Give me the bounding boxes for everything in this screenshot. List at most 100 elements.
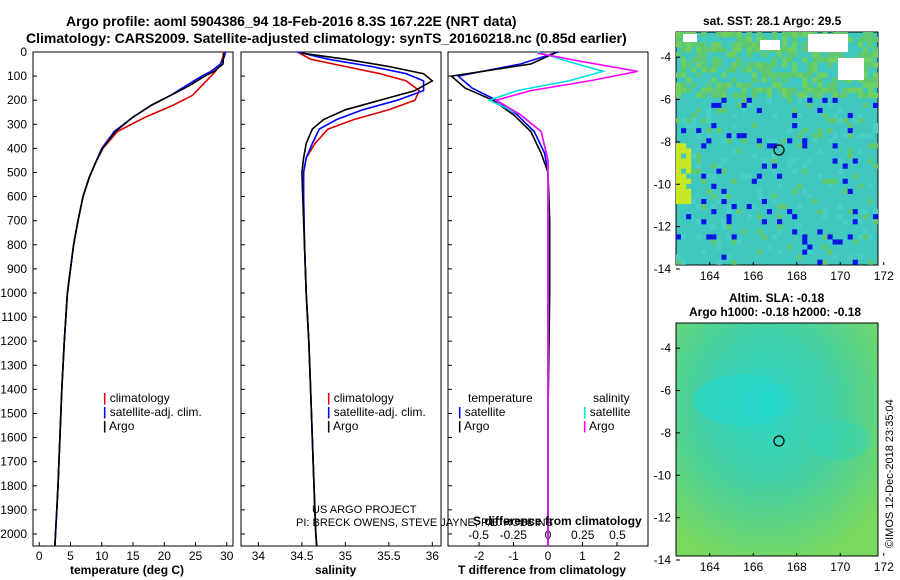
temp-legend-climatology: | climatology xyxy=(103,391,170,405)
sst-pixel xyxy=(736,42,742,48)
sst-pixel xyxy=(792,168,798,174)
sst-pixel xyxy=(686,87,692,93)
sst-pixel xyxy=(847,254,853,260)
map-lat-label: -6 xyxy=(660,93,671,107)
depth-tick-label: 0 xyxy=(20,45,27,59)
sst-pixel xyxy=(756,249,762,255)
sst-pixel xyxy=(761,87,767,93)
sst-pixel xyxy=(817,128,823,134)
sst-pixel xyxy=(827,102,833,108)
x-tick-label: 1 xyxy=(579,549,586,563)
sst-pixel xyxy=(827,52,833,58)
sst-pixel xyxy=(787,209,793,215)
sst-pixel xyxy=(867,62,873,68)
sst-pixel xyxy=(817,87,823,93)
sst-pixel xyxy=(777,249,783,255)
sst-pixel xyxy=(751,87,757,93)
sst-pixel xyxy=(812,87,818,93)
sst-pixel xyxy=(756,193,762,200)
sst-pixel xyxy=(721,224,727,230)
sst-pixel xyxy=(761,62,767,68)
sst-pixel xyxy=(832,143,838,149)
sst-pixel xyxy=(686,214,692,220)
credit-project: US ARGO PROJECT xyxy=(312,504,417,516)
sst-pixel xyxy=(686,148,692,154)
sst-pixel xyxy=(777,87,783,93)
sst-pixel xyxy=(721,32,727,38)
sst-pixel xyxy=(716,259,722,265)
sst-pixel xyxy=(842,219,848,225)
sst-pixel xyxy=(827,138,833,144)
map-lat-label: -14 xyxy=(654,553,672,567)
sst-pixel xyxy=(792,123,798,129)
sst-pixel xyxy=(777,219,783,225)
sst-pixel xyxy=(812,92,818,98)
sst-argo-location-marker xyxy=(773,144,785,156)
sst-pixel xyxy=(862,133,868,139)
sst-pixel xyxy=(857,254,863,260)
sst-pixel xyxy=(857,118,863,124)
sst-pixel xyxy=(751,178,757,184)
sst-pixel xyxy=(867,234,873,240)
s-difference-label: S difference from climatology xyxy=(473,514,642,528)
sst-pixel xyxy=(837,204,843,210)
sst-pixel xyxy=(741,133,747,139)
sst-pixel xyxy=(817,82,823,88)
s-tick-label: 0.5 xyxy=(609,528,626,542)
sst-pixel xyxy=(761,37,767,43)
sst-pixel xyxy=(701,67,707,73)
sst-pixel xyxy=(782,92,788,98)
sst-pixel xyxy=(847,234,853,240)
sst-pixel xyxy=(696,92,702,98)
sst-pixel xyxy=(782,62,788,68)
series-line-temperature-satellite xyxy=(456,51,559,546)
sst-pixel xyxy=(766,143,772,149)
sst-pixel xyxy=(756,138,762,144)
sst-pixel xyxy=(862,47,868,53)
sst-pixel xyxy=(696,168,702,174)
sst-pixel xyxy=(721,97,727,103)
sst-pixel xyxy=(691,67,697,73)
sst-pixel xyxy=(766,92,772,98)
sst-pixel xyxy=(676,158,682,164)
sst-pixel xyxy=(696,234,702,240)
sst-pixel xyxy=(746,173,752,179)
sst-pixel xyxy=(837,118,843,124)
sst-pixel xyxy=(847,37,853,43)
sst-pixel xyxy=(777,204,783,210)
sst-pixel xyxy=(746,42,752,48)
sst-pixel xyxy=(721,92,727,98)
temperature-ticks: 0 5 10 15 20 25 30 xyxy=(36,542,234,563)
sst-pixel xyxy=(842,92,848,98)
sst-pixel xyxy=(731,77,737,83)
sst-pixel xyxy=(862,32,868,38)
sst-pixel xyxy=(761,163,767,169)
sst-pixel xyxy=(681,178,687,184)
sst-pixel xyxy=(802,92,808,98)
sst-pixel xyxy=(771,143,778,149)
x-tick-label: -1 xyxy=(508,549,519,563)
sst-pixel xyxy=(741,107,747,113)
depth-tick-label: 600 xyxy=(7,190,27,204)
sst-pixel xyxy=(862,102,868,108)
map-lat-label: -6 xyxy=(660,384,671,398)
sst-pixel xyxy=(832,52,838,58)
sst-pixel xyxy=(792,42,798,48)
sst-pixel xyxy=(862,77,868,83)
sst-pixel xyxy=(711,193,717,200)
depth-tick-label: 1400 xyxy=(0,382,27,396)
sst-pixel xyxy=(731,67,737,73)
sst-pixel xyxy=(731,52,737,58)
sst-pixel xyxy=(842,87,848,93)
sst-pixel xyxy=(691,57,697,63)
sst-pixel xyxy=(802,239,808,245)
sst-pixel xyxy=(681,72,687,78)
sst-pixel xyxy=(852,158,858,164)
sst-pixel xyxy=(802,77,808,83)
sst-pixel xyxy=(706,173,712,179)
sst-pixel xyxy=(797,204,803,210)
sst-pixel xyxy=(716,107,722,113)
sst-pixel xyxy=(736,57,742,63)
sst-pixel xyxy=(797,254,803,260)
map-lon-label: 172 xyxy=(874,269,894,283)
